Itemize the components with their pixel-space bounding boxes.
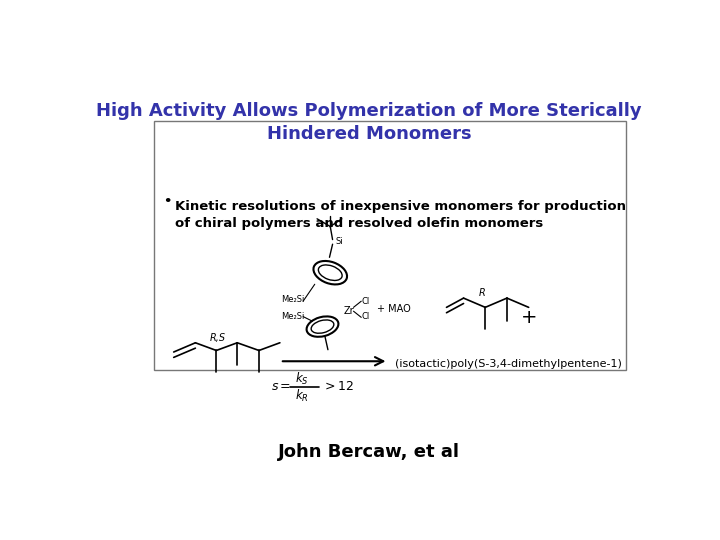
Text: Kinetic resolutions of inexpensive monomers for production
of chiral polymers an: Kinetic resolutions of inexpensive monom… — [175, 200, 626, 231]
Text: Me₂Si: Me₂Si — [282, 295, 305, 304]
Text: $k_S$: $k_S$ — [294, 371, 308, 387]
Text: Cl: Cl — [361, 296, 369, 306]
Text: $s =$: $s =$ — [271, 380, 291, 393]
Bar — [154, 121, 626, 370]
Text: R: R — [479, 288, 486, 299]
Text: + MAO: + MAO — [377, 304, 410, 314]
Text: Me₂Si: Me₂Si — [282, 312, 305, 321]
Text: Cl: Cl — [361, 312, 369, 321]
Text: •: • — [163, 195, 171, 208]
Text: $k_R$: $k_R$ — [294, 388, 308, 404]
Text: $> 12$: $> 12$ — [323, 380, 354, 393]
Text: Zr: Zr — [343, 306, 354, 316]
Text: Si: Si — [336, 238, 343, 246]
Text: R,S: R,S — [210, 333, 226, 343]
Text: (isotactic)poly(S-3,4-dimethylpentene-1): (isotactic)poly(S-3,4-dimethylpentene-1) — [395, 359, 621, 369]
Text: John Bercaw, et al: John Bercaw, et al — [278, 443, 460, 461]
Text: +: + — [521, 308, 537, 327]
Text: High Activity Allows Polymerization of More Sterically
Hindered Monomers: High Activity Allows Polymerization of M… — [96, 102, 642, 143]
